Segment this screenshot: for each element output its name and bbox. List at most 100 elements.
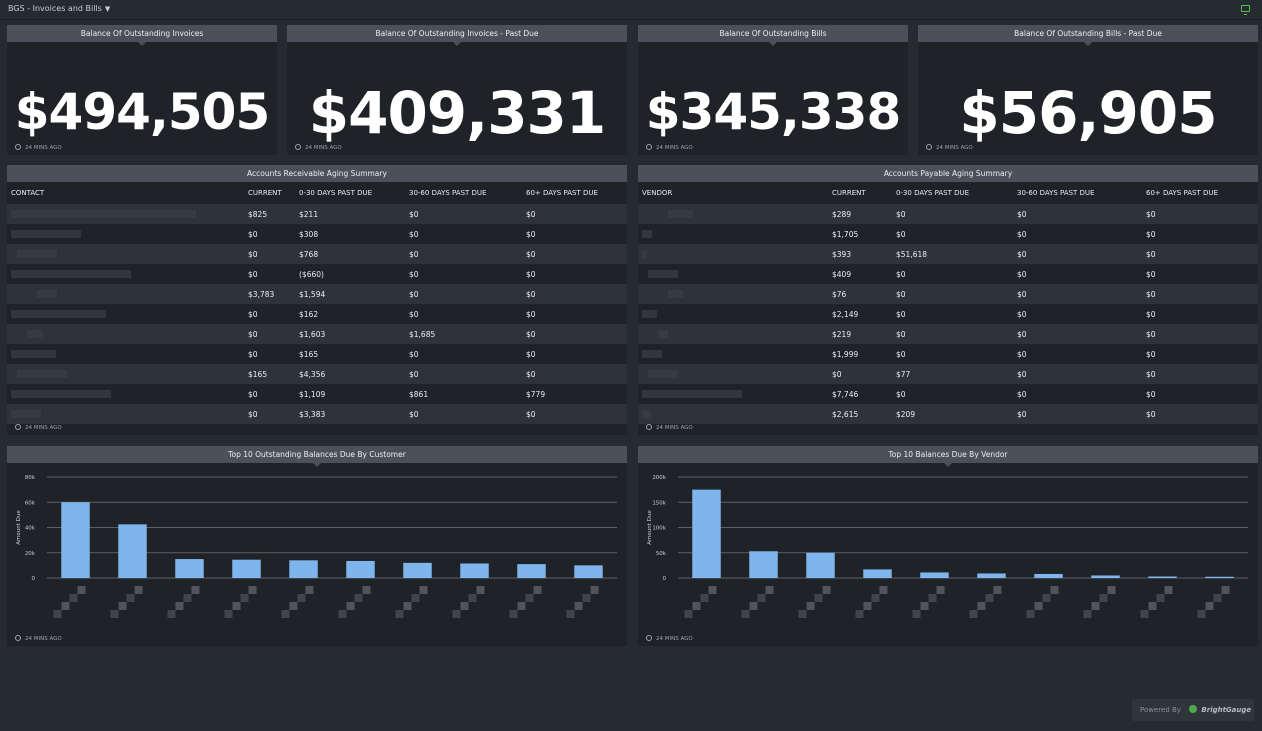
table-row[interactable]: $2,615 $209 $0 $0 <box>638 404 1258 424</box>
table-row[interactable]: $409 $0 $0 $0 <box>638 264 1258 284</box>
redacted-category-label <box>476 586 485 594</box>
y-tick-label: 80k <box>25 475 36 481</box>
column-header[interactable]: 0-30 DAYS PAST DUE <box>299 189 373 197</box>
table-cell: $211 <box>299 210 319 219</box>
bar <box>289 560 318 578</box>
column-header[interactable]: VENDOR <box>642 189 673 197</box>
redacted-name <box>11 310 106 318</box>
table-row[interactable]: $289 $0 $0 $0 <box>638 204 1258 224</box>
column-header[interactable]: CONTACT <box>11 189 45 197</box>
table-row[interactable]: $393 $51,618 $0 $0 <box>638 244 1258 264</box>
kpi-gauge-invoices[interactable]: Balance Of Outstanding Invoices $494,505… <box>7 25 277 155</box>
table-cell: $0 <box>1017 370 1027 379</box>
kpi-gauge-invoices-past-due[interactable]: Balance Of Outstanding Invoices - Past D… <box>287 25 627 155</box>
table-cell: $0 <box>248 330 258 339</box>
table-row[interactable]: $0 $165 $0 $0 <box>7 344 627 364</box>
table-row[interactable]: $0 $768 $0 $0 <box>7 244 627 264</box>
table-cell: $0 <box>526 210 536 219</box>
gauge-title: Accounts Receivable Aging Summary <box>7 165 627 186</box>
table-cell: ($660) <box>299 270 324 279</box>
redacted-category-label <box>741 610 750 618</box>
bar <box>175 559 204 578</box>
table-row[interactable]: $7,746 $0 $0 $0 <box>638 384 1258 404</box>
table-cell: $0 <box>1146 310 1156 319</box>
redacted-category-label <box>863 602 872 610</box>
table-row[interactable]: $76 $0 $0 $0 <box>638 284 1258 304</box>
table-cell: $0 <box>526 350 536 359</box>
kpi-value: $345,338 <box>645 83 902 141</box>
table-row[interactable]: $219 $0 $0 $0 <box>638 324 1258 344</box>
table-row[interactable]: $0 $162 $0 $0 <box>7 304 627 324</box>
redacted-name <box>11 410 41 418</box>
table-cell: $0 <box>1146 290 1156 299</box>
ar-aging-table-gauge[interactable]: Accounts Receivable Aging Summary CONTAC… <box>7 165 627 435</box>
column-header[interactable]: 30-60 DAYS PAST DUE <box>409 189 487 197</box>
vendor-balances-chart-gauge[interactable]: Top 10 Balances Due By Vendor Amount Due… <box>638 446 1258 646</box>
redacted-category-label <box>749 602 758 610</box>
table-row[interactable]: $0 ($660) $0 $0 <box>7 264 627 284</box>
redacted-category-label <box>248 586 257 594</box>
table-cell: $0 <box>896 310 906 319</box>
table-cell: $0 <box>1017 410 1027 419</box>
table-row[interactable]: $165 $4,356 $0 $0 <box>7 364 627 384</box>
column-header[interactable]: 60+ DAYS PAST DUE <box>1146 189 1218 197</box>
table-row[interactable]: $2,149 $0 $0 $0 <box>638 304 1258 324</box>
updated-label: 24 MINS AGO <box>25 636 62 642</box>
redacted-category-label <box>411 594 420 602</box>
redacted-category-label <box>297 594 306 602</box>
table-cell: $0 <box>1146 270 1156 279</box>
table-cell: $0 <box>409 350 419 359</box>
redacted-category-label <box>684 610 693 618</box>
column-header[interactable]: CURRENT <box>832 189 866 197</box>
redacted-category-label <box>566 610 575 618</box>
column-header[interactable]: 30-60 DAYS PAST DUE <box>1017 189 1095 197</box>
dashboard-selector[interactable]: BGS - Invoices and Bills ▼ <box>8 4 110 13</box>
table-cell: $51,618 <box>896 250 928 259</box>
column-header[interactable]: CURRENT <box>248 189 282 197</box>
kpi-gauge-bills-past-due[interactable]: Balance Of Outstanding Bills - Past Due … <box>918 25 1258 155</box>
bar <box>1148 576 1177 578</box>
table-row[interactable]: $0 $77 $0 $0 <box>638 364 1258 384</box>
table-cell: $0 <box>1017 230 1027 239</box>
table-row[interactable]: $0 $3,383 $0 $0 <box>7 404 627 424</box>
table-cell: $0 <box>1017 210 1027 219</box>
redacted-category-label <box>240 594 249 602</box>
table-row[interactable]: $1,705 $0 $0 $0 <box>638 224 1258 244</box>
customer-balances-chart-gauge[interactable]: Top 10 Outstanding Balances Due By Custo… <box>7 446 627 646</box>
redacted-category-label <box>1107 586 1116 594</box>
kpi-gauge-bills[interactable]: Balance Of Outstanding Bills $345,338 24… <box>638 25 908 155</box>
table-row[interactable]: $3,783 $1,594 $0 $0 <box>7 284 627 304</box>
redacted-category-label <box>403 602 412 610</box>
powered-by-badge[interactable]: Powered By BrightGauge <box>1132 699 1254 721</box>
redacted-category-label <box>338 610 347 618</box>
updated-label: 24 MINS AGO <box>936 145 973 151</box>
bar <box>460 563 489 578</box>
gauge-footer: 24 MINS AGO <box>7 632 627 646</box>
updated-label: 24 MINS AGO <box>25 425 62 431</box>
ap-aging-table-gauge[interactable]: Accounts Payable Aging Summary VENDOR CU… <box>638 165 1258 435</box>
table-row[interactable]: $0 $1,109 $861 $779 <box>7 384 627 404</box>
table-row[interactable]: $825 $211 $0 $0 <box>7 204 627 224</box>
redacted-category-label <box>53 610 62 618</box>
table-cell: $0 <box>409 250 419 259</box>
column-header[interactable]: 0-30 DAYS PAST DUE <box>896 189 970 197</box>
table-row[interactable]: $0 $1,603 $1,685 $0 <box>7 324 627 344</box>
table-cell: $2,149 <box>832 310 859 319</box>
redacted-category-label <box>757 594 766 602</box>
gauge-title: Balance Of Outstanding Invoices <box>7 25 277 46</box>
y-tick-label: 20k <box>25 551 36 557</box>
table-cell: $0 <box>409 410 419 419</box>
clock-icon <box>646 424 652 430</box>
gauge-title: Top 10 Balances Due By Vendor <box>638 446 1258 467</box>
redacted-category-label <box>879 586 888 594</box>
table-cell: $0 <box>1017 330 1027 339</box>
y-tick-label: 0 <box>663 576 667 582</box>
table-row[interactable]: $0 $308 $0 $0 <box>7 224 627 244</box>
table-row[interactable]: $1,999 $0 $0 $0 <box>638 344 1258 364</box>
redacted-category-label <box>468 594 477 602</box>
redacted-category-label <box>175 602 184 610</box>
column-header[interactable]: 60+ DAYS PAST DUE <box>526 189 598 197</box>
table-cell: $0 <box>409 210 419 219</box>
fullscreen-icon[interactable] <box>1241 5 1250 15</box>
redacted-category-label <box>1083 610 1092 618</box>
